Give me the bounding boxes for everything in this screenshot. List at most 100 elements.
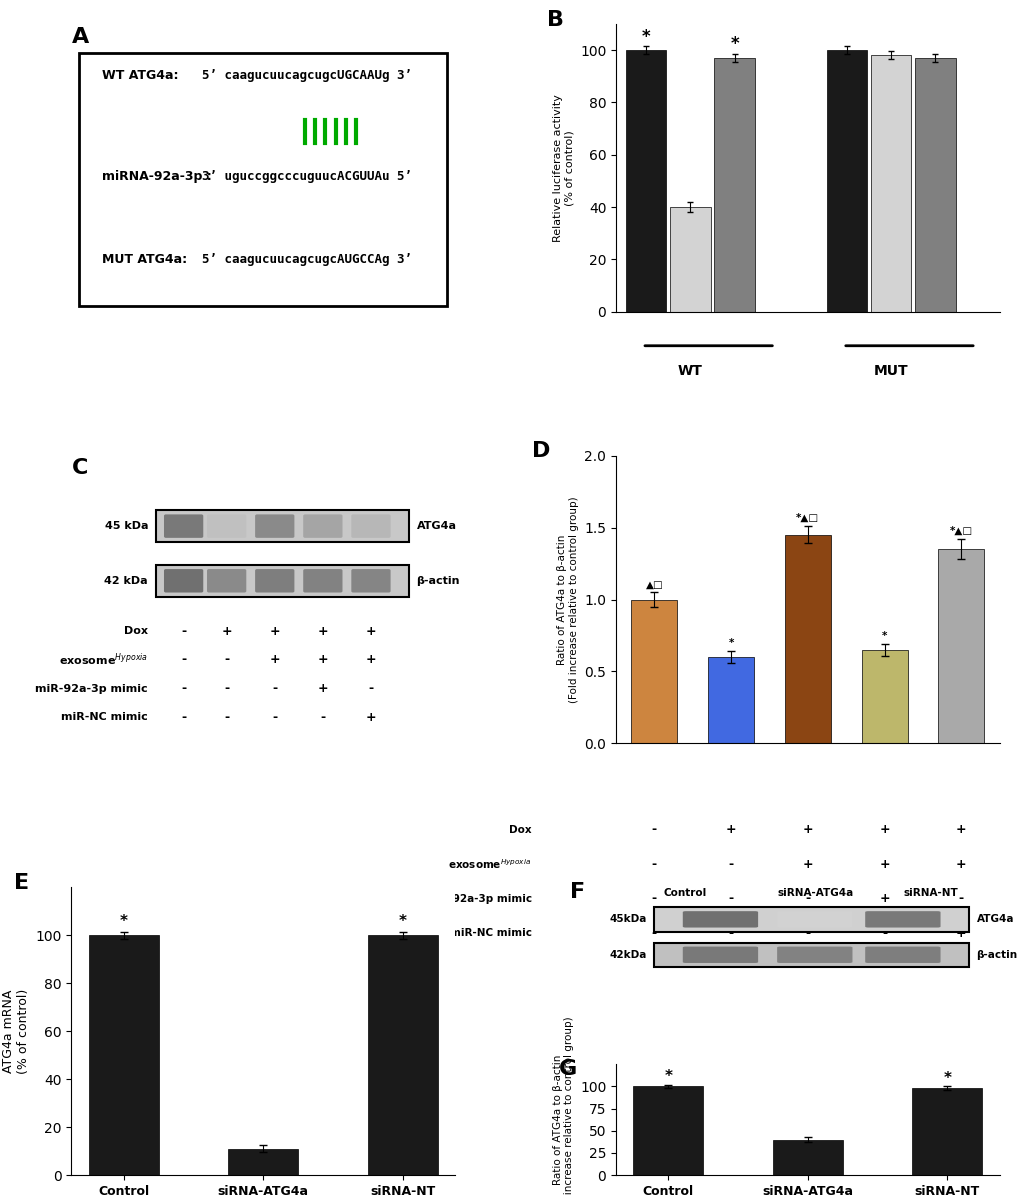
Y-axis label: Relative luciferase activity
(% of control): Relative luciferase activity (% of contr… xyxy=(552,94,574,242)
Text: -: - xyxy=(651,892,656,905)
FancyBboxPatch shape xyxy=(164,570,203,592)
Text: 45 kDa: 45 kDa xyxy=(105,522,148,531)
Bar xyxy=(870,55,911,312)
Text: E: E xyxy=(14,873,29,893)
Bar xyxy=(631,600,677,743)
FancyBboxPatch shape xyxy=(776,946,852,963)
Text: +: + xyxy=(726,824,736,836)
FancyBboxPatch shape xyxy=(303,514,342,538)
Text: +: + xyxy=(955,857,966,870)
FancyBboxPatch shape xyxy=(682,911,757,928)
Bar xyxy=(228,1149,298,1175)
Text: -: - xyxy=(728,927,733,940)
Text: +: + xyxy=(802,824,812,836)
Text: miRNA-92a-3p :: miRNA-92a-3p : xyxy=(102,170,212,183)
Text: +: + xyxy=(317,653,328,667)
Bar xyxy=(156,511,409,542)
Text: -: - xyxy=(224,653,229,667)
Text: +: + xyxy=(317,682,328,695)
Text: -: - xyxy=(181,682,186,695)
Bar xyxy=(654,942,968,966)
Text: +: + xyxy=(878,892,889,905)
Text: -: - xyxy=(181,625,186,638)
Bar xyxy=(914,58,955,312)
Bar xyxy=(707,657,753,743)
Text: 42kDa: 42kDa xyxy=(608,950,646,959)
Text: -: - xyxy=(804,892,809,905)
Text: -: - xyxy=(224,682,229,695)
Y-axis label: Ratio of ATG4a to β-actin
(Fold increase relative to control group): Ratio of ATG4a to β-actin (Fold increase… xyxy=(552,1017,574,1199)
FancyBboxPatch shape xyxy=(864,946,940,963)
Text: siRNA-ATG4a: siRNA-ATG4a xyxy=(776,888,853,898)
Text: +: + xyxy=(878,857,889,870)
Text: 5’ caagucuucagcugcAUGCCAg 3’: 5’ caagucuucagcugcAUGCCAg 3’ xyxy=(202,253,412,266)
Bar xyxy=(633,1086,702,1175)
FancyBboxPatch shape xyxy=(255,514,294,538)
FancyBboxPatch shape xyxy=(303,570,342,592)
Text: A: A xyxy=(71,26,89,47)
Bar xyxy=(772,1139,842,1175)
Text: exosome$^{Hypoxia}$: exosome$^{Hypoxia}$ xyxy=(448,857,531,872)
Text: -: - xyxy=(320,711,325,724)
Text: +: + xyxy=(365,711,376,724)
Text: +: + xyxy=(802,857,812,870)
Text: G: G xyxy=(558,1059,576,1079)
Text: +: + xyxy=(365,625,376,638)
Text: C: C xyxy=(71,458,88,478)
Bar xyxy=(669,207,710,312)
FancyBboxPatch shape xyxy=(351,570,390,592)
Text: +: + xyxy=(317,625,328,638)
Text: MUT: MUT xyxy=(873,364,908,378)
Text: +: + xyxy=(365,653,376,667)
Text: exosome$^{Hypoxia}$: exosome$^{Hypoxia}$ xyxy=(59,651,148,668)
Y-axis label: Ratio of ATG4a to β-actin
(Fold increase relative to control group): Ratio of ATG4a to β-actin (Fold increase… xyxy=(556,496,578,703)
Text: -: - xyxy=(651,857,656,870)
Bar xyxy=(626,50,665,312)
Text: -: - xyxy=(368,682,373,695)
Bar xyxy=(937,549,983,743)
Text: *: * xyxy=(730,35,738,53)
Text: 42 kDa: 42 kDa xyxy=(104,576,148,586)
Text: *: * xyxy=(641,29,650,47)
Text: B: B xyxy=(546,10,564,30)
Text: 5’ caagucuucagcugcUGCAAUg 3’: 5’ caagucuucagcugcUGCAAUg 3’ xyxy=(202,70,412,83)
Text: +: + xyxy=(221,625,231,638)
Text: *: * xyxy=(728,638,733,649)
Text: siRNA-NT: siRNA-NT xyxy=(902,888,957,898)
FancyBboxPatch shape xyxy=(79,53,447,306)
Text: ▲□: ▲□ xyxy=(645,579,662,590)
FancyBboxPatch shape xyxy=(351,514,390,538)
Text: *: * xyxy=(663,1068,672,1084)
Bar xyxy=(156,565,409,597)
Text: ATG4a: ATG4a xyxy=(975,915,1013,924)
Text: Dox: Dox xyxy=(124,626,148,637)
Bar xyxy=(368,935,437,1175)
FancyBboxPatch shape xyxy=(207,570,246,592)
Text: miR-NC mimic: miR-NC mimic xyxy=(449,928,531,939)
Text: β-actin: β-actin xyxy=(975,950,1017,959)
Text: *: * xyxy=(398,914,407,929)
Text: -: - xyxy=(272,711,277,724)
Text: D: D xyxy=(531,441,549,462)
Text: -: - xyxy=(881,927,887,940)
Bar xyxy=(912,1089,981,1175)
FancyBboxPatch shape xyxy=(864,911,940,928)
Text: MUT ATG4a:: MUT ATG4a: xyxy=(102,253,187,266)
Text: miR-92a-3p mimic: miR-92a-3p mimic xyxy=(36,683,148,694)
Text: -: - xyxy=(272,682,277,695)
Text: β-actin: β-actin xyxy=(416,576,460,586)
Text: *▲□: *▲□ xyxy=(796,513,818,523)
Bar xyxy=(825,50,866,312)
Text: +: + xyxy=(955,927,966,940)
Text: WT ATG4a:: WT ATG4a: xyxy=(102,70,178,83)
Bar xyxy=(654,908,968,932)
Text: Dox: Dox xyxy=(508,825,531,835)
FancyBboxPatch shape xyxy=(255,570,294,592)
Text: -: - xyxy=(181,653,186,667)
Text: +: + xyxy=(269,653,280,667)
Bar xyxy=(784,535,830,743)
Text: 45kDa: 45kDa xyxy=(608,915,646,924)
Text: 3’ uguccggcccuguucACGUUAu 5’: 3’ uguccggcccuguucACGUUAu 5’ xyxy=(202,170,412,183)
Text: -: - xyxy=(181,711,186,724)
FancyBboxPatch shape xyxy=(207,514,246,538)
